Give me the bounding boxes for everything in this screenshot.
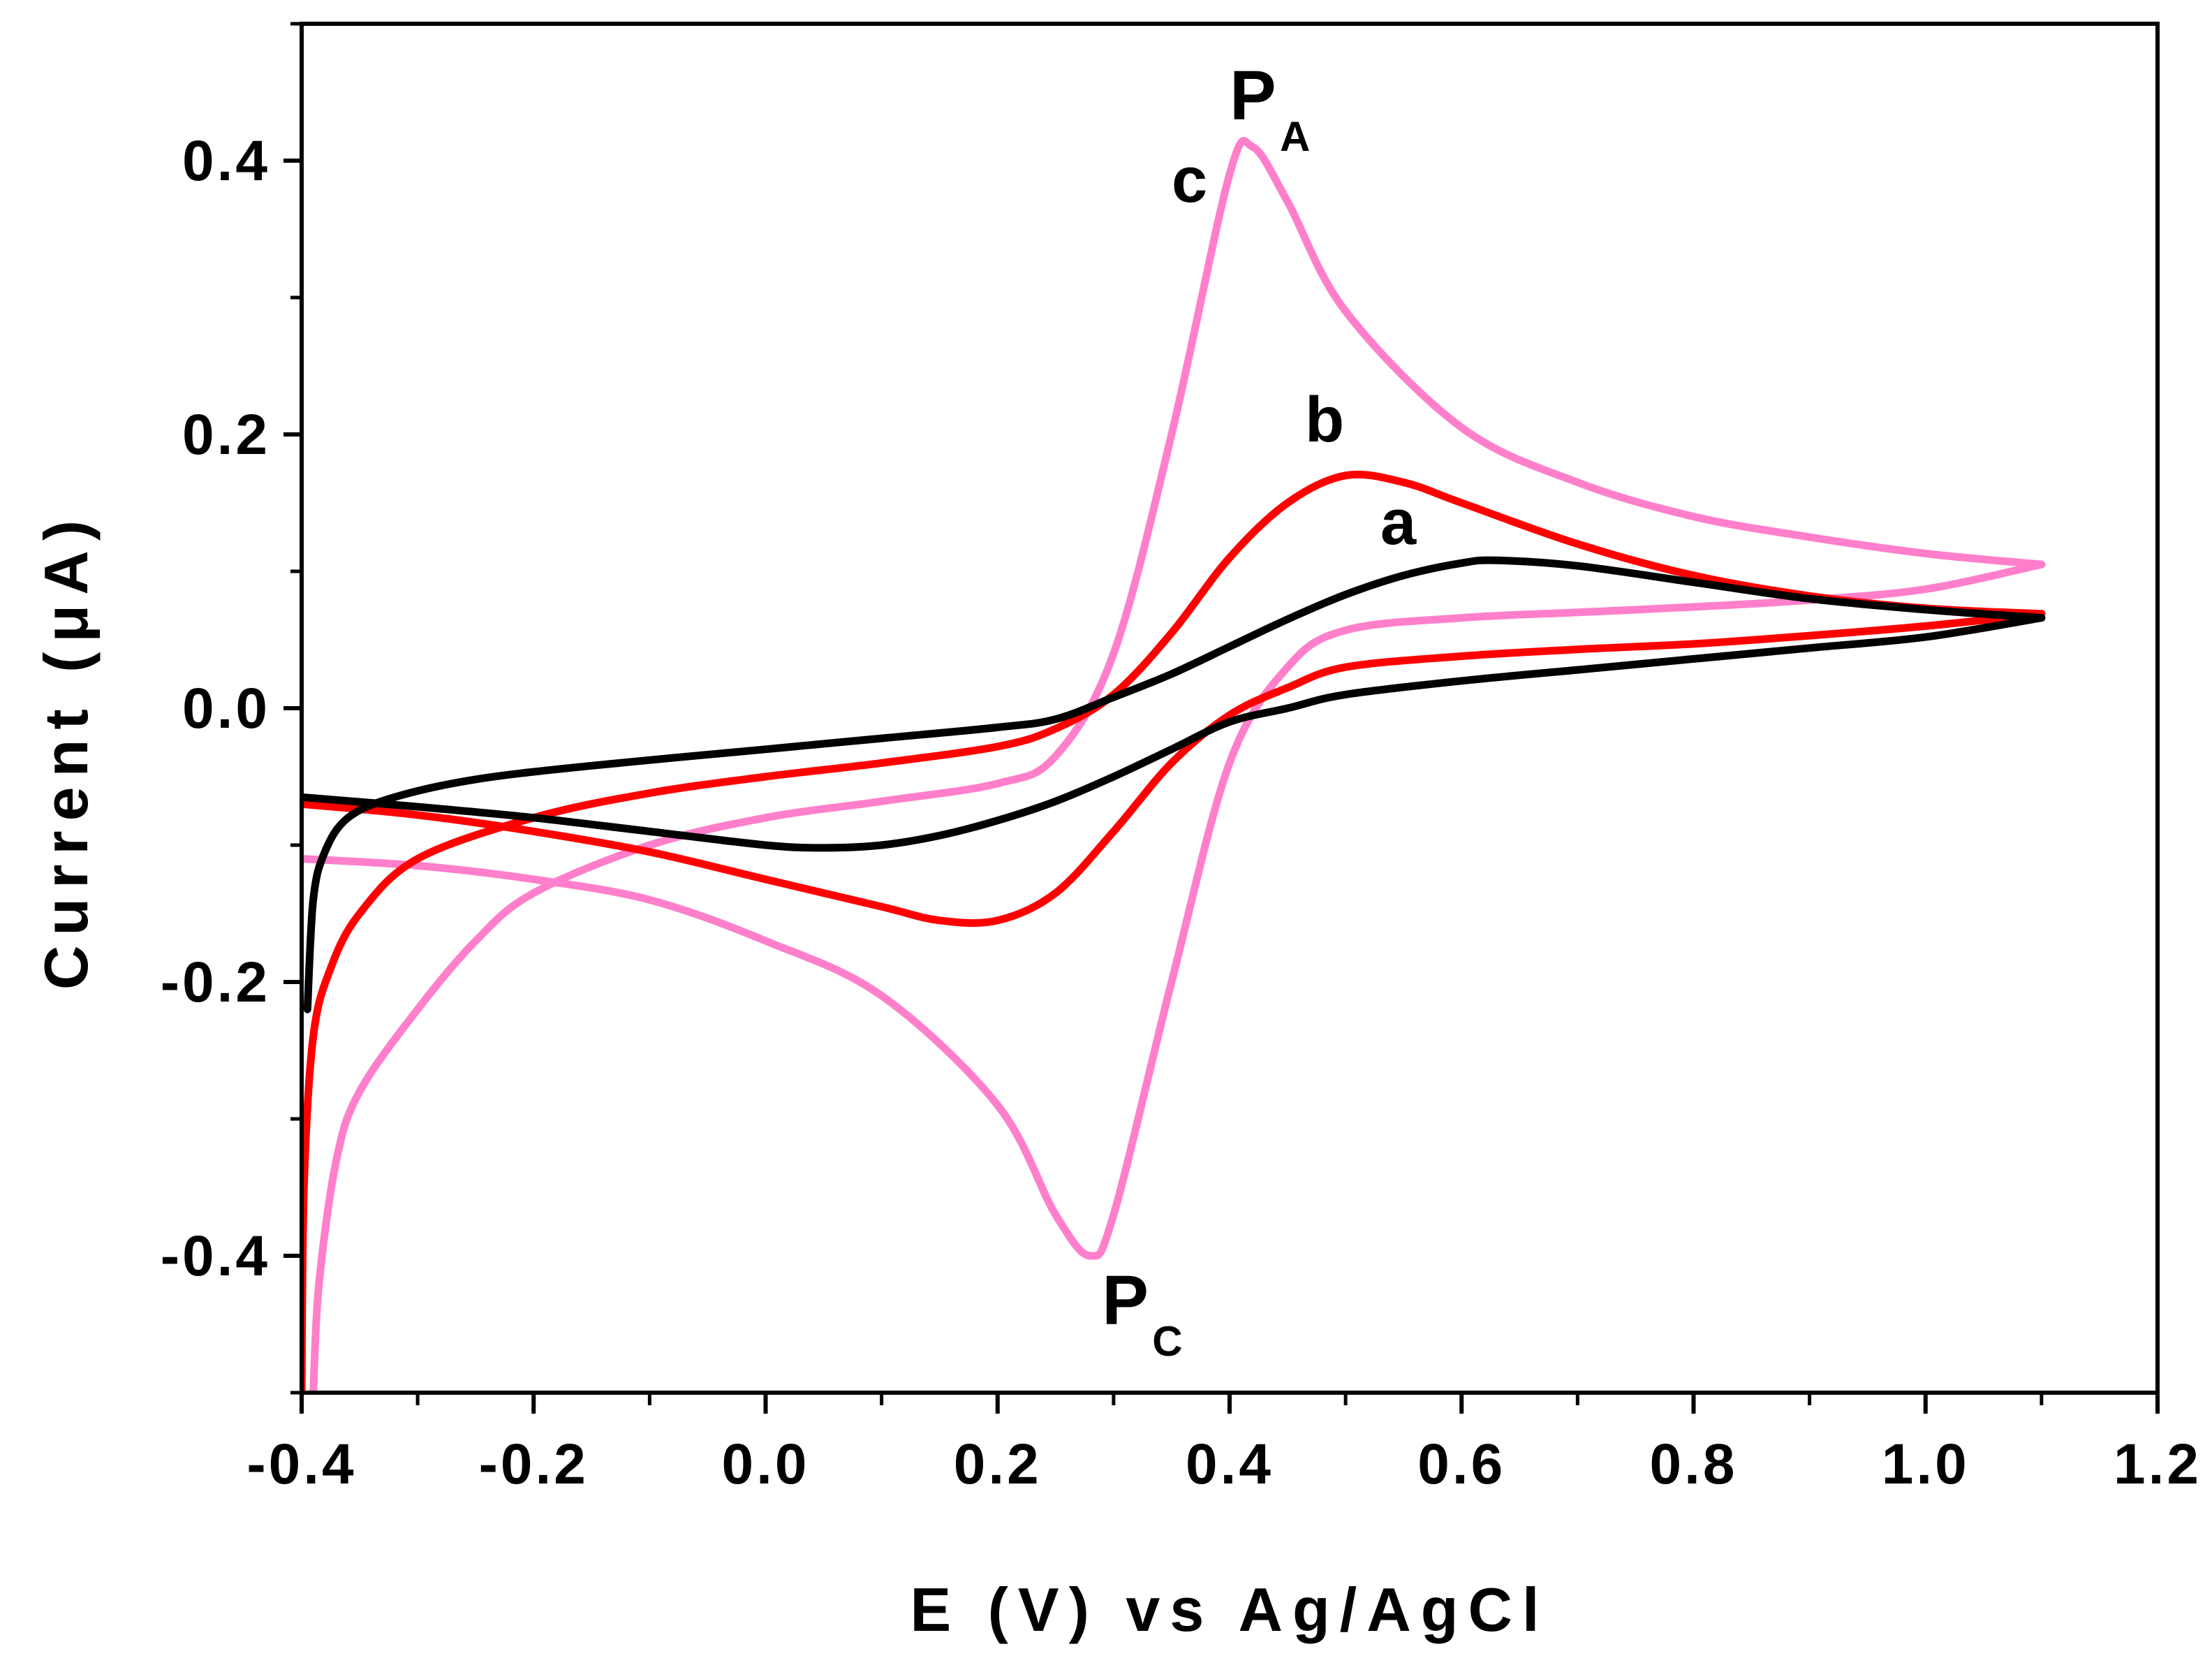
peak-label-sub-c: C: [1152, 1318, 1182, 1365]
peak-label-c: P: [1102, 1261, 1149, 1340]
y-tick-label: 0.4: [182, 129, 270, 193]
x-tick-label: 0.2: [954, 1432, 1042, 1496]
x-tick-label: -0.2: [479, 1432, 589, 1496]
x-tick-label: 1.0: [1882, 1432, 1970, 1496]
curve-label-a: a: [1380, 487, 1417, 558]
x-tick-label: 0.0: [722, 1432, 810, 1496]
series-c-anodic-line: [309, 137, 2046, 1393]
curves-layer: [302, 137, 2046, 1393]
y-tick-label: -0.2: [161, 951, 270, 1014]
x-tick-label: 1.2: [2114, 1432, 2202, 1496]
peak-label-a: P: [1230, 57, 1276, 135]
x-tick-label: 0.6: [1417, 1432, 1505, 1496]
y-tick-label: 0.0: [182, 677, 270, 740]
x-axis-title: E (V) vs Ag/AgCl: [910, 1575, 1549, 1644]
series-c-cathodic-line: [302, 560, 2046, 1260]
x-tick-label: 0.4: [1186, 1432, 1274, 1496]
series-b-anodic-line: [302, 470, 2046, 1393]
series-a-cathodic-line: [302, 614, 2046, 852]
y-axis-title: Current (μA): [31, 511, 101, 990]
x-tick-label: -0.4: [246, 1432, 356, 1496]
axes-layer: -0.4 -0.2 0.0 0.2 0.4 0.6 0.8 1.0 1.2 0.4 0.2 0.0 -0…: [161, 22, 2202, 1496]
peak-label-sub-a: A: [1280, 113, 1310, 160]
x-tick-label: 0.8: [1650, 1432, 1738, 1496]
series-a-anodic-line: [303, 556, 2046, 1013]
curve-label-b: b: [1305, 384, 1344, 455]
y-tick-label: 0.2: [182, 403, 270, 467]
series-b-cathodic-line: [302, 610, 2046, 928]
y-tick-label: -0.4: [161, 1224, 270, 1288]
curve-label-c: c: [1172, 145, 1207, 216]
